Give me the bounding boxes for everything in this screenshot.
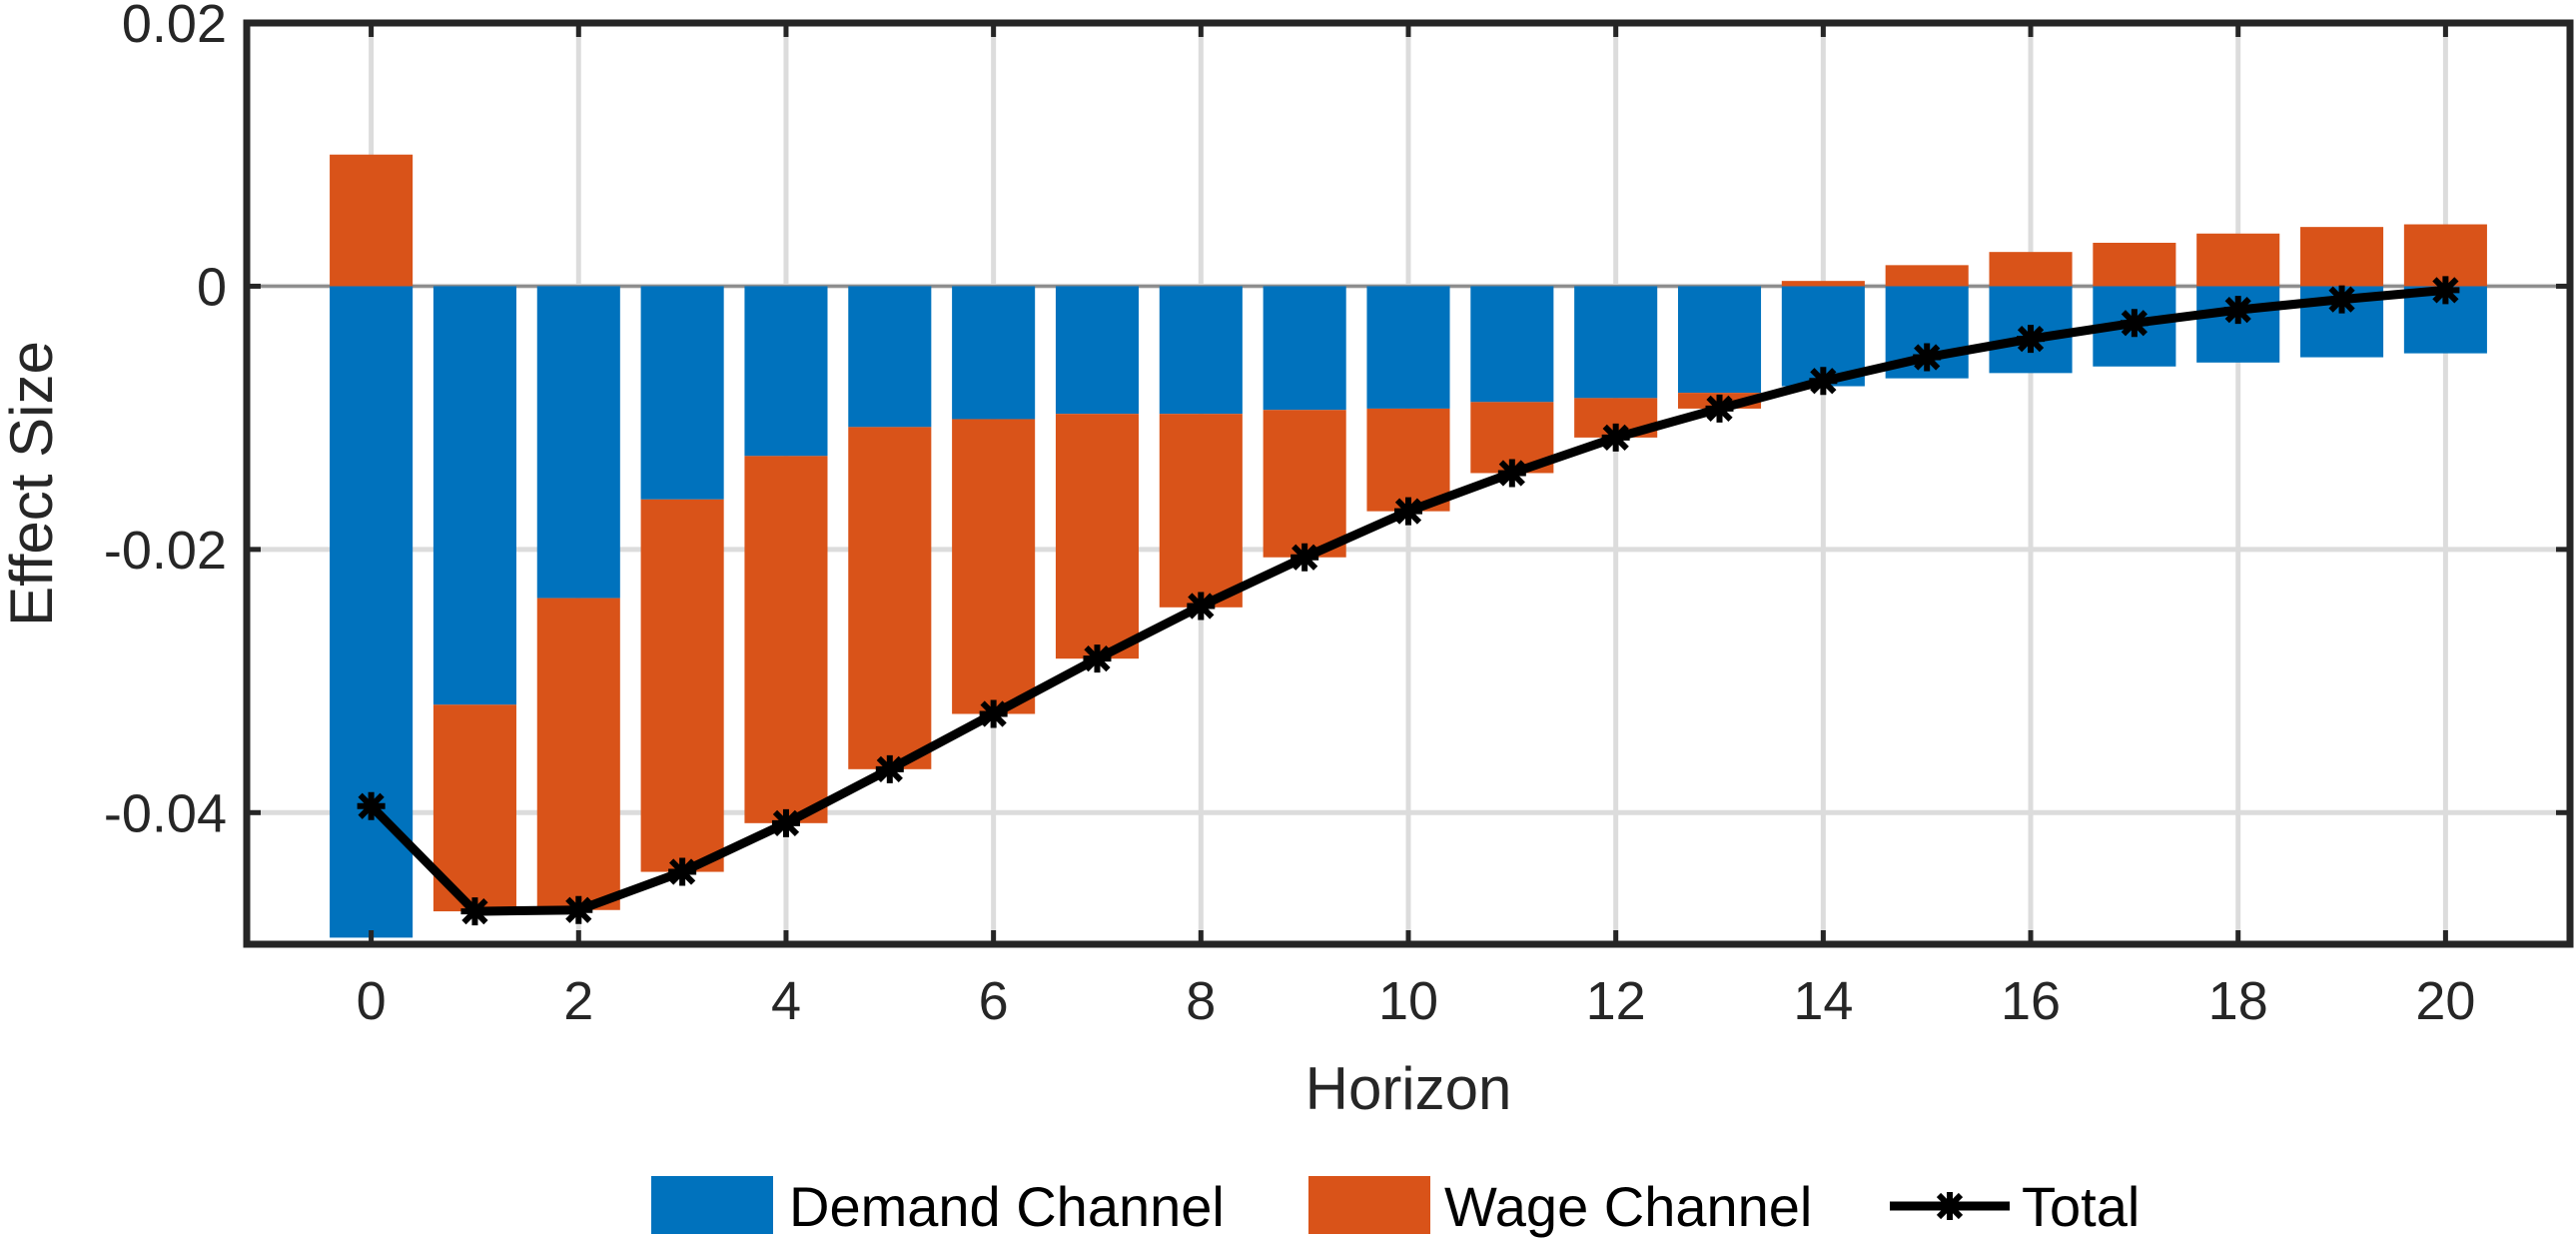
bar-demand-channel — [536, 286, 620, 599]
bar-demand-channel — [744, 286, 828, 457]
total-point — [564, 895, 593, 924]
bar-wage-channel — [330, 154, 414, 287]
legend-swatch-demand-channel — [651, 1176, 773, 1234]
x-tick-label: 4 — [771, 971, 801, 1031]
total-point — [2431, 276, 2460, 305]
x-tick-label: 6 — [979, 971, 1009, 1031]
total-point — [1083, 644, 1112, 673]
total-point — [1913, 343, 1942, 372]
y-tick-label: 0.02 — [122, 0, 227, 54]
x-tick-label: 18 — [2208, 971, 2268, 1031]
total-line-layer — [357, 276, 2460, 926]
bar-wage-channel — [2300, 227, 2384, 287]
y-tick-label: -0.02 — [104, 521, 227, 581]
total-point — [668, 857, 697, 886]
total-point — [2327, 285, 2356, 314]
x-tick-label: 2 — [563, 971, 593, 1031]
x-tick-label: 12 — [1586, 971, 1646, 1031]
legend-swatch-total-marker — [1936, 1192, 1964, 1220]
bar-demand-channel — [1366, 286, 1450, 409]
total-point — [979, 699, 1008, 728]
bar-wage-channel — [952, 419, 1036, 714]
total-point — [1497, 459, 1526, 488]
legend: Demand Channel Wage Channel Total — [651, 1175, 2140, 1238]
total-point — [2223, 296, 2252, 325]
bar-demand-channel — [1263, 286, 1346, 411]
y-tick-label: -0.04 — [104, 783, 227, 843]
legend-swatch-wage-channel — [1308, 1176, 1430, 1234]
total-point — [2017, 325, 2046, 354]
bar-demand-channel — [1470, 286, 1554, 403]
bar-wage-channel — [1885, 265, 1969, 287]
y-axis-ticks: 0.02 0 -0.02 -0.04 — [104, 0, 2570, 843]
bar-demand-channel — [848, 286, 932, 428]
total-point — [1394, 497, 1422, 526]
bar-demand-channel — [1055, 286, 1140, 415]
total-point — [460, 897, 489, 926]
bar-wage-channel — [1159, 414, 1243, 608]
bar-wage-channel — [1781, 281, 1865, 287]
bar-wage-channel — [2093, 242, 2176, 287]
bars — [330, 154, 2487, 938]
bar-demand-channel — [1574, 286, 1658, 399]
bar-wage-channel — [1989, 252, 2073, 287]
legend-label-demand-channel: Demand Channel — [789, 1175, 1225, 1238]
bar-wage-channel — [640, 499, 724, 872]
x-axis-ticks: 0 2 4 6 8 10 12 14 16 18 20 — [357, 23, 2475, 1031]
x-tick-label: 10 — [1378, 971, 1438, 1031]
x-tick-label: 8 — [1186, 971, 1216, 1031]
x-axis-title: Horizon — [1305, 1055, 1512, 1122]
total-point — [771, 808, 800, 837]
legend-label-wage-channel: Wage Channel — [1444, 1175, 1812, 1238]
y-axis-title: Effect Size — [0, 341, 65, 626]
total-point — [2120, 309, 2148, 338]
x-tick-label: 20 — [2415, 971, 2475, 1031]
bar-wage-channel — [536, 598, 620, 910]
total-point — [1290, 543, 1319, 572]
bar-wage-channel — [1263, 410, 1346, 558]
bar-demand-channel — [1677, 286, 1762, 394]
bar-demand-channel — [1159, 286, 1243, 415]
bar-wage-channel — [1366, 408, 1450, 512]
total-point — [1601, 423, 1630, 452]
bar-wage-channel — [2403, 224, 2487, 287]
x-tick-label: 14 — [1793, 971, 1853, 1031]
total-point — [1936, 1192, 1964, 1220]
bar-wage-channel — [744, 456, 828, 823]
bar-wage-channel — [2196, 233, 2280, 287]
bar-demand-channel — [640, 286, 724, 500]
total-point — [1705, 394, 1734, 423]
x-tick-label: 0 — [357, 971, 387, 1031]
bar-wage-channel — [848, 427, 932, 769]
total-point — [1809, 367, 1838, 396]
bar-demand-channel — [432, 286, 516, 705]
bar-wage-channel — [1055, 414, 1140, 659]
y-tick-label: 0 — [197, 257, 227, 317]
x-tick-label: 16 — [2001, 971, 2061, 1031]
total-point — [1187, 592, 1216, 621]
bar-demand-channel — [952, 286, 1036, 420]
legend-label-total: Total — [2022, 1175, 2140, 1238]
total-point — [875, 754, 904, 783]
total-point — [357, 791, 386, 820]
